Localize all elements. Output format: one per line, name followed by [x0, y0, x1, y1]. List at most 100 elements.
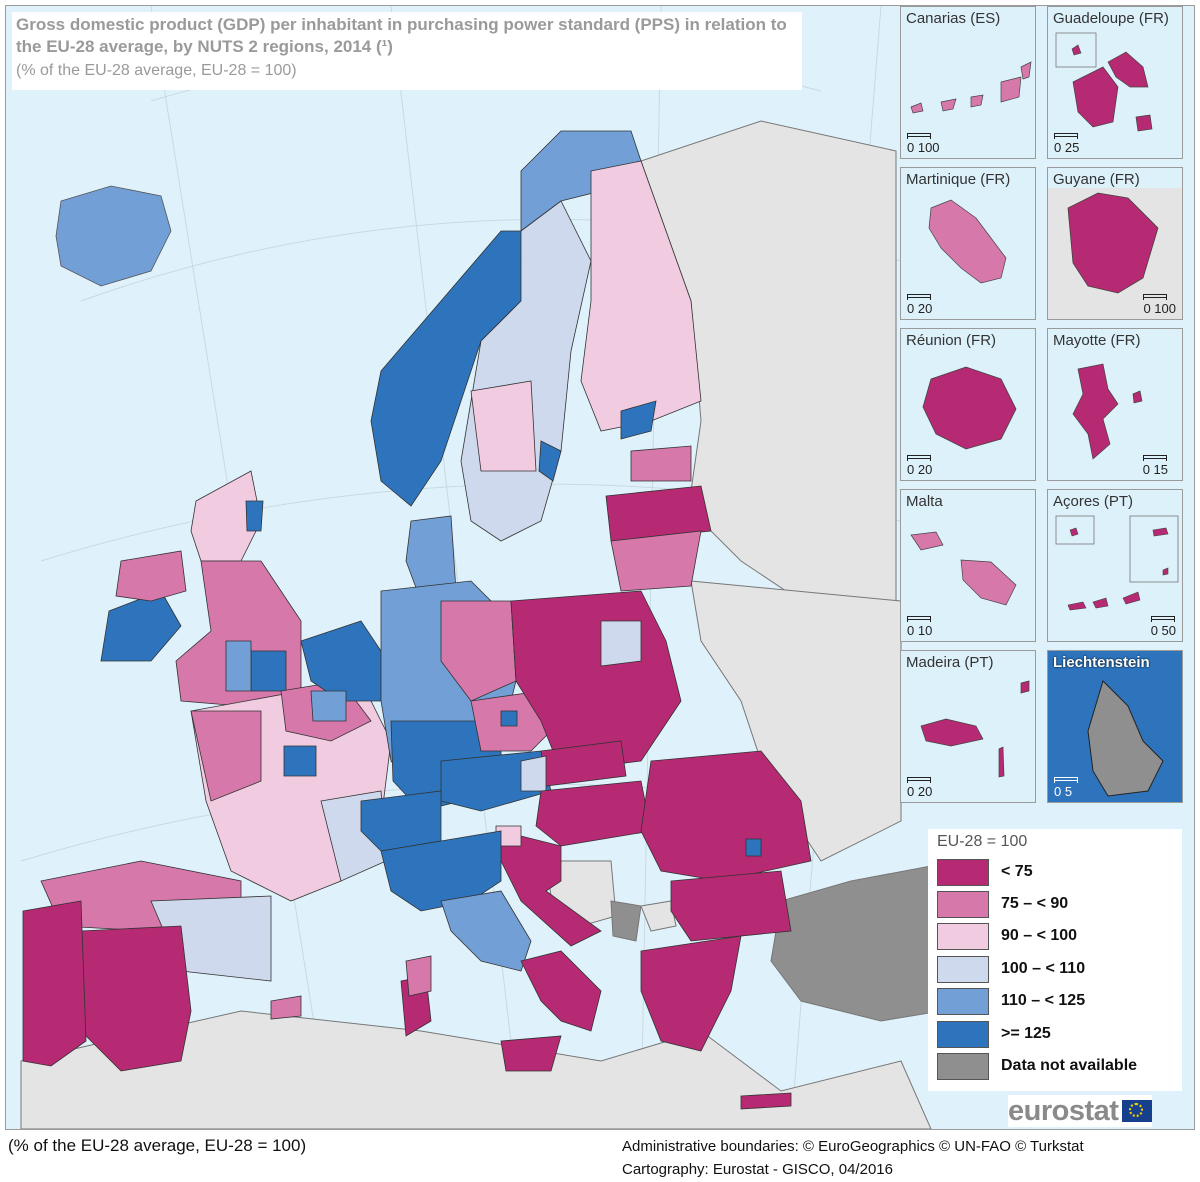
inset-title: Canarias (ES): [906, 10, 1001, 27]
inset-liechtenstein: Liechtenstein 0 5: [1047, 650, 1183, 803]
region-sweden-mid: [470, 380, 537, 472]
legend-label: Data not available: [1001, 1057, 1138, 1074]
region-finland-helsinki: [620, 400, 657, 440]
inset-title: Liechtenstein: [1053, 654, 1150, 671]
region-ireland-bmw: [115, 550, 187, 602]
legend-label: 100 – < 110: [1001, 960, 1086, 977]
europe-map: [20, 6, 1002, 1129]
region-bratislava: [520, 755, 547, 792]
region-prague: [500, 710, 518, 727]
inset-scale: 0 10: [907, 616, 932, 638]
inset-title: Madeira (PT): [906, 654, 994, 671]
region-portugal: [22, 900, 87, 1067]
inset-title: Réunion (FR): [906, 332, 997, 349]
region-germany-east: [440, 600, 517, 702]
legend-item: Data not available: [937, 1052, 1137, 1080]
inset-scale: 0 20: [907, 455, 932, 477]
region-italy-south: [520, 950, 602, 1032]
region-london: [250, 650, 287, 692]
legend-label: < 75: [1001, 863, 1033, 880]
region-hungary: [535, 780, 652, 847]
inset-martinique: Martinique (FR) 0 20: [900, 167, 1036, 320]
inset-scale: 0 20: [907, 777, 932, 799]
legend-item: >= 125: [937, 1020, 1051, 1048]
legend: EU-28 = 100 < 75 75 – < 90 90 – < 100 10…: [928, 829, 1182, 1091]
region-estonia: [630, 445, 692, 482]
inset-scale: 0 100: [907, 133, 940, 155]
map-subtitle: (% of the EU-28 average, EU-28 = 100): [16, 62, 297, 79]
inset-guadeloupe: Guadeloupe (FR) 0 25: [1047, 6, 1183, 159]
legend-swatch: [937, 858, 989, 886]
legend-label: 110 – < 125: [1001, 992, 1086, 1009]
region-lithuania: [610, 530, 702, 592]
legend-label: >= 125: [1001, 1025, 1051, 1042]
inset-title: Guyane (FR): [1053, 171, 1140, 188]
inset-title: Guadeloupe (FR): [1053, 10, 1169, 27]
region-sweden-stockholm: [538, 440, 562, 482]
inset-title: Mayotte (FR): [1053, 332, 1141, 349]
region-england-se: [225, 640, 252, 692]
legend-label: 75 – < 90: [1001, 895, 1069, 912]
legend-item: 75 – < 90: [937, 890, 1068, 918]
legend-title: EU-28 = 100: [937, 833, 1028, 850]
region-sweden: [460, 200, 592, 542]
inset-map: [1055, 515, 1179, 611]
inset-scale: 0 5: [1054, 777, 1078, 799]
region-belgium-south: [310, 690, 347, 722]
eu-flag-icon: [1122, 1100, 1153, 1122]
inset-map: [920, 680, 1030, 778]
inset-scale: 0 100: [1143, 294, 1176, 316]
footer-note: (% of the EU-28 average, EU-28 = 100): [8, 1136, 307, 1155]
region-norway-south: [370, 230, 522, 507]
legend-swatch: [937, 1052, 989, 1080]
region-latvia: [605, 485, 712, 542]
region-bulgaria: [670, 870, 792, 942]
region-balearics: [270, 995, 302, 1020]
inset-reunion: Réunion (FR) 0 20: [900, 328, 1036, 481]
legend-swatch: [937, 955, 989, 983]
inset-guyane: Guyane (FR) 0 100: [1047, 167, 1183, 320]
inset-map: [910, 61, 1032, 114]
inset-acores: Açores (PT) 0 50: [1047, 489, 1183, 642]
region-ireland-south: [100, 590, 182, 662]
inset-title: Martinique (FR): [906, 171, 1011, 188]
inset-map: [922, 366, 1017, 450]
inset-scale: 0 50: [1150, 616, 1176, 638]
inset-map: [1048, 188, 1182, 319]
inset-map: [1072, 363, 1143, 460]
region-sardinia: [405, 955, 432, 997]
region-slovenia-croatia: [500, 830, 602, 947]
title-box: Gross domestic product (GDP) per inhabit…: [12, 12, 802, 90]
region-warsaw: [600, 620, 642, 667]
inset-madeira: Madeira (PT) 0 20: [900, 650, 1036, 803]
region-romania: [640, 750, 812, 882]
region-scotland-ne: [245, 500, 264, 532]
inset-map: [1055, 32, 1153, 132]
region-crete: [740, 1092, 792, 1110]
region-ile-de-france: [283, 745, 317, 777]
inset-map: [928, 199, 1007, 284]
legend-item: 110 – < 125: [937, 987, 1085, 1015]
legend-swatch: [937, 922, 989, 950]
inset-map: [1087, 680, 1164, 797]
map-title: Gross domestic product (GDP) per inhabit…: [16, 15, 787, 56]
inset-title: Malta: [906, 493, 943, 510]
region-france-west: [190, 710, 262, 802]
inset-scale: 0 25: [1054, 133, 1079, 155]
legend-label: 90 – < 100: [1001, 927, 1078, 944]
footer-cartography: Cartography: Eurostat - GISCO, 04/2016: [622, 1161, 893, 1178]
region-iceland: [55, 185, 172, 287]
legend-swatch: [937, 987, 989, 1015]
logo-text: eurostat: [1008, 1094, 1119, 1127]
region-bucharest: [745, 838, 762, 857]
footer-admin-boundaries: Administrative boundaries: © EuroGeograp…: [622, 1138, 1084, 1155]
region-sicily: [500, 1035, 562, 1072]
inset-scale: 0 20: [907, 294, 932, 316]
region-greece: [640, 935, 742, 1052]
eurostat-logo: eurostat: [1008, 1094, 1153, 1127]
legend-item: < 75: [937, 858, 1033, 886]
inset-mayotte: Mayotte (FR) 0 15: [1047, 328, 1183, 481]
inset-map: [910, 531, 1017, 606]
inset-canarias: Canarias (ES) 0 100: [900, 6, 1036, 159]
inset-scale: 0 15: [1142, 455, 1168, 477]
